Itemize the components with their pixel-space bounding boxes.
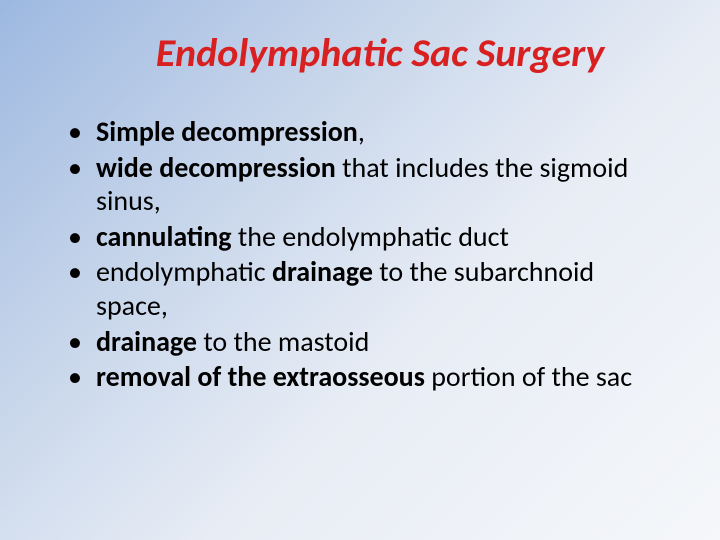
list-item: endolymphatic drainage to the subarchnoi… xyxy=(68,255,670,322)
plain-text: , xyxy=(358,114,365,149)
list-item: removal of the extraosseous portion of t… xyxy=(68,360,670,394)
bold-text: removal of the extraosseous xyxy=(96,359,425,394)
bold-text: drainage xyxy=(272,254,373,289)
slide-title: Endolymphatic Sac Surgery xyxy=(90,28,670,77)
plain-text: to the mastoid xyxy=(197,324,369,359)
bold-text: drainage xyxy=(96,324,197,359)
bold-text: Simple decompression xyxy=(96,114,358,149)
list-item: drainage to the mastoid xyxy=(68,325,670,359)
plain-text: portion of the sac xyxy=(425,359,632,394)
list-item: cannulating the endolymphatic duct xyxy=(68,220,670,254)
plain-text: the endolymphatic duct xyxy=(232,219,509,254)
bold-text: cannulating xyxy=(96,219,232,254)
bullet-list: Simple decompression, wide decompression… xyxy=(50,115,670,394)
list-item: Simple decompression, xyxy=(68,115,670,149)
plain-text: endolymphatic xyxy=(96,254,272,289)
slide-container: Endolymphatic Sac Surgery Simple decompr… xyxy=(0,0,720,540)
list-item: wide decompression that includes the sig… xyxy=(68,151,670,218)
bold-text: wide decompression xyxy=(96,150,336,185)
